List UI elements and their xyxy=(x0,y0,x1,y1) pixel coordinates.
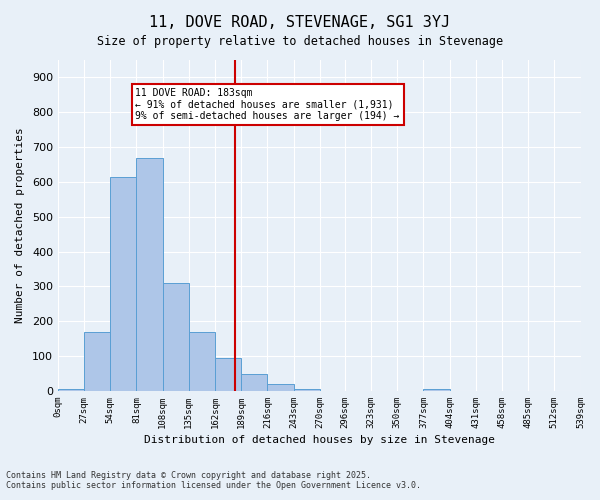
Text: Contains HM Land Registry data © Crown copyright and database right 2025.
Contai: Contains HM Land Registry data © Crown c… xyxy=(6,470,421,490)
Bar xyxy=(293,389,320,391)
Text: Size of property relative to detached houses in Stevenage: Size of property relative to detached ho… xyxy=(97,35,503,48)
X-axis label: Distribution of detached houses by size in Stevenage: Distribution of detached houses by size … xyxy=(144,435,495,445)
Y-axis label: Number of detached properties: Number of detached properties xyxy=(15,128,25,324)
Bar xyxy=(424,389,449,391)
Bar xyxy=(268,384,293,391)
Text: 11, DOVE ROAD, STEVENAGE, SG1 3YJ: 11, DOVE ROAD, STEVENAGE, SG1 3YJ xyxy=(149,15,451,30)
Bar xyxy=(84,332,110,391)
Bar xyxy=(136,158,163,391)
Bar xyxy=(163,283,189,391)
Bar xyxy=(215,358,241,391)
Bar xyxy=(241,374,268,391)
Bar xyxy=(110,176,136,391)
Bar xyxy=(58,389,84,391)
Text: 11 DOVE ROAD: 183sqm
← 91% of detached houses are smaller (1,931)
9% of semi-det: 11 DOVE ROAD: 183sqm ← 91% of detached h… xyxy=(136,88,400,121)
Bar xyxy=(189,332,215,391)
